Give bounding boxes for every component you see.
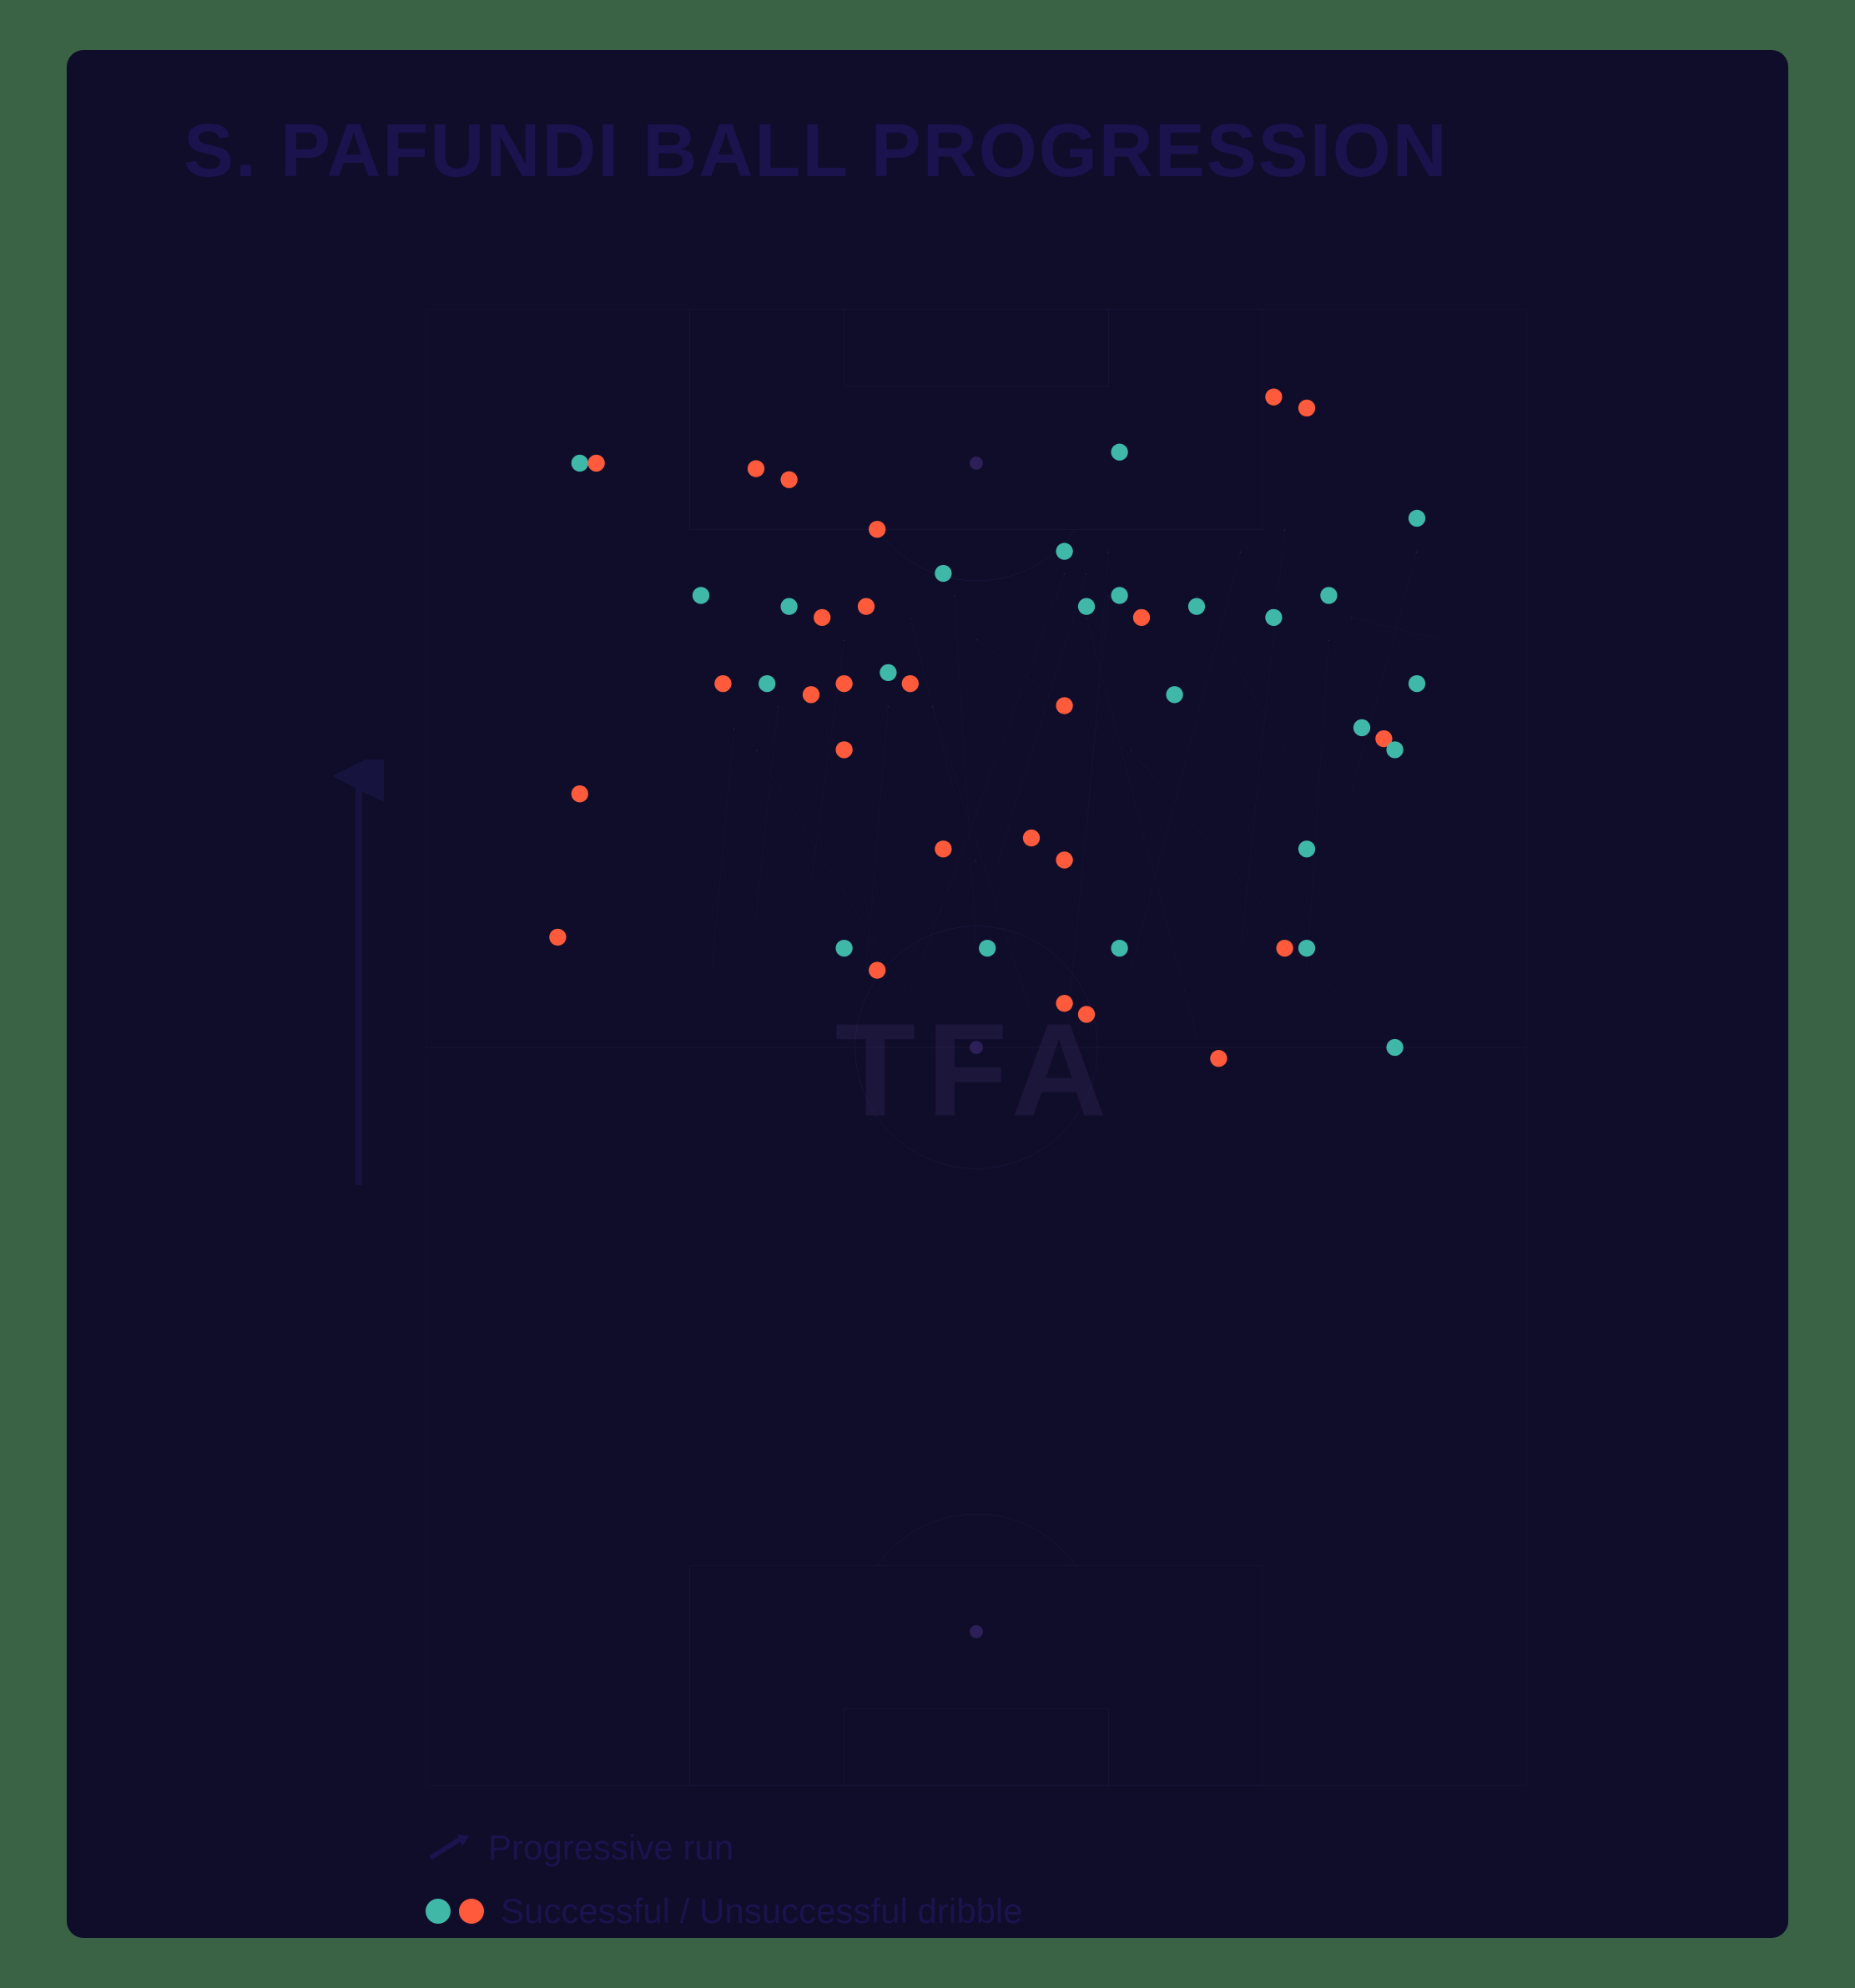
direction-arrow-icon (334, 759, 384, 1193)
progressive-run-icon (426, 1831, 471, 1864)
pitch-container: TFA (426, 309, 1527, 1786)
page-background: S. PAFUNDI BALL PROGRESSION (0, 0, 1855, 1988)
legend-label-run: Progressive run (488, 1828, 733, 1868)
pitch-chart: TFA (426, 309, 1527, 1786)
dribble-dots-icon (426, 1899, 484, 1924)
unsuccessful-dot-icon (459, 1899, 484, 1924)
watermark: TFA (835, 996, 1118, 1143)
legend-label-dribble: Successful / Unsuccessful dribble (501, 1891, 1023, 1931)
legend-row-dribble: Successful / Unsuccessful dribble (426, 1891, 1023, 1931)
svg-text:TFA: TFA (835, 996, 1118, 1143)
legend: Progressive run Successful / Unsuccessfu… (426, 1828, 1023, 1931)
successful-dot-icon (426, 1899, 451, 1924)
dribble-dots (549, 389, 1425, 1067)
chart-card: S. PAFUNDI BALL PROGRESSION (67, 50, 1788, 1938)
legend-row-run: Progressive run (426, 1828, 1023, 1868)
direction-arrow (334, 759, 384, 1193)
chart-title: S. PAFUNDI BALL PROGRESSION (184, 108, 1449, 194)
